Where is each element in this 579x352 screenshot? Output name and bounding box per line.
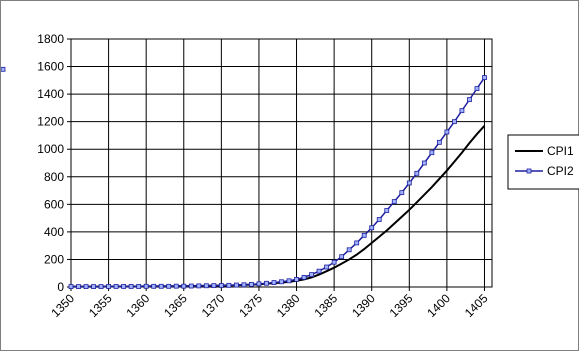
x-tick-label: 1400	[424, 291, 453, 320]
grid	[70, 38, 493, 288]
data-point-cpi2	[83, 284, 89, 289]
y-tick-label: 1600	[37, 60, 64, 74]
data-point-cpi2	[181, 283, 187, 289]
data-point-cpi2	[121, 284, 127, 289]
data-point-cpi2	[452, 119, 457, 125]
data-point-cpi2	[203, 283, 209, 289]
data-point-cpi2	[309, 272, 314, 278]
x-tick-label: 1370	[199, 291, 228, 320]
legend-marker-cpi2	[526, 168, 532, 174]
data-point-cpi2	[68, 284, 74, 289]
data-point-cpi2	[406, 180, 412, 186]
y-tick-label: 0	[57, 280, 64, 294]
data-point-cpi2	[369, 225, 375, 231]
data-point-cpi2	[158, 283, 164, 289]
data-point-cpi2	[211, 283, 217, 289]
data-point-cpi2	[249, 281, 254, 287]
data-point-cpi2	[173, 283, 179, 289]
x-tick-label: 1395	[387, 291, 416, 320]
x-tick-label: 1390	[349, 291, 378, 320]
data-point-cpi2	[474, 86, 480, 91]
legend: CPI1 CPI2	[507, 134, 579, 190]
data-point-cpi2	[196, 283, 202, 289]
data-point-cpi2	[166, 283, 172, 289]
y-tick-label: 600	[44, 197, 64, 211]
legend-label-cpi1: CPI1	[547, 144, 574, 158]
x-tick-label: 1350	[48, 291, 77, 320]
data-point-cpi2	[143, 283, 149, 289]
data-point-cpi2	[233, 282, 239, 288]
data-point-cpi2	[331, 259, 337, 265]
data-point-cpi2	[271, 280, 277, 285]
y-tick-label: 1200	[37, 115, 64, 129]
data-point-cpi2	[391, 199, 397, 204]
data-point-cpi2	[256, 281, 262, 287]
plot-area	[70, 38, 493, 288]
data-point-cpi2	[136, 284, 142, 289]
data-point-cpi2	[106, 284, 111, 289]
x-tick-label: 1385	[311, 291, 340, 320]
data-point-cpi2	[279, 279, 284, 285]
data-point-cpi2	[459, 108, 465, 114]
data-point-cpi2	[226, 282, 232, 288]
data-point-cpi2	[91, 284, 96, 289]
data-point-cpi2	[98, 284, 104, 289]
x-tick-label: 1380	[274, 291, 303, 320]
data-point-cpi2	[218, 283, 224, 288]
data-point-cpi2	[264, 280, 269, 286]
legend-label-cpi2: CPI2	[547, 164, 574, 178]
data-point-cpi2	[346, 247, 352, 253]
data-point-cpi2	[384, 208, 390, 213]
data-point-cpi2	[444, 129, 450, 135]
data-point-cpi2	[188, 283, 194, 289]
data-point-cpi2	[301, 274, 307, 280]
data-point-cpi2	[467, 97, 472, 103]
data-point-cpi2	[316, 268, 322, 274]
data-point-cpi2	[76, 284, 81, 289]
y-tick-label: 1000	[37, 142, 64, 156]
data-point-cpi2	[128, 284, 134, 289]
y-tick-label: 200	[44, 252, 64, 266]
y-tick-label: 1800	[37, 32, 64, 46]
x-tick-label: 1365	[161, 291, 190, 320]
y-tick-label: 1400	[37, 87, 64, 101]
data-point-cpi2	[286, 278, 292, 284]
data-point-cpi2	[436, 139, 442, 145]
series	[1, 66, 487, 289]
data-point-cpi2	[113, 284, 119, 289]
data-point-cpi2	[429, 150, 435, 156]
data-point-cpi2	[482, 75, 487, 80]
data-point-cpi2	[421, 160, 427, 166]
y-tick-label: 400	[44, 225, 64, 239]
data-point-cpi2	[294, 277, 299, 282]
x-tick-label: 1360	[124, 291, 153, 320]
data-point-cpi2	[361, 232, 367, 238]
y-tick-label: 800	[44, 170, 64, 184]
data-point-cpi2	[241, 282, 247, 288]
data-point-cpi2	[376, 217, 382, 222]
x-tick-label: 1375	[236, 291, 265, 320]
data-point-cpi2	[151, 283, 157, 289]
data-point-cpi2	[399, 190, 405, 196]
data-point-cpi2	[414, 170, 420, 176]
x-tick-label: 1355	[86, 291, 115, 320]
data-point-cpi2	[339, 254, 345, 260]
x-tick-label: 1405	[462, 291, 491, 320]
legend-box	[507, 134, 579, 190]
data-point-cpi2	[354, 240, 360, 246]
data-point-cpi2	[324, 264, 330, 270]
data-point-cpi2	[1, 66, 6, 72]
